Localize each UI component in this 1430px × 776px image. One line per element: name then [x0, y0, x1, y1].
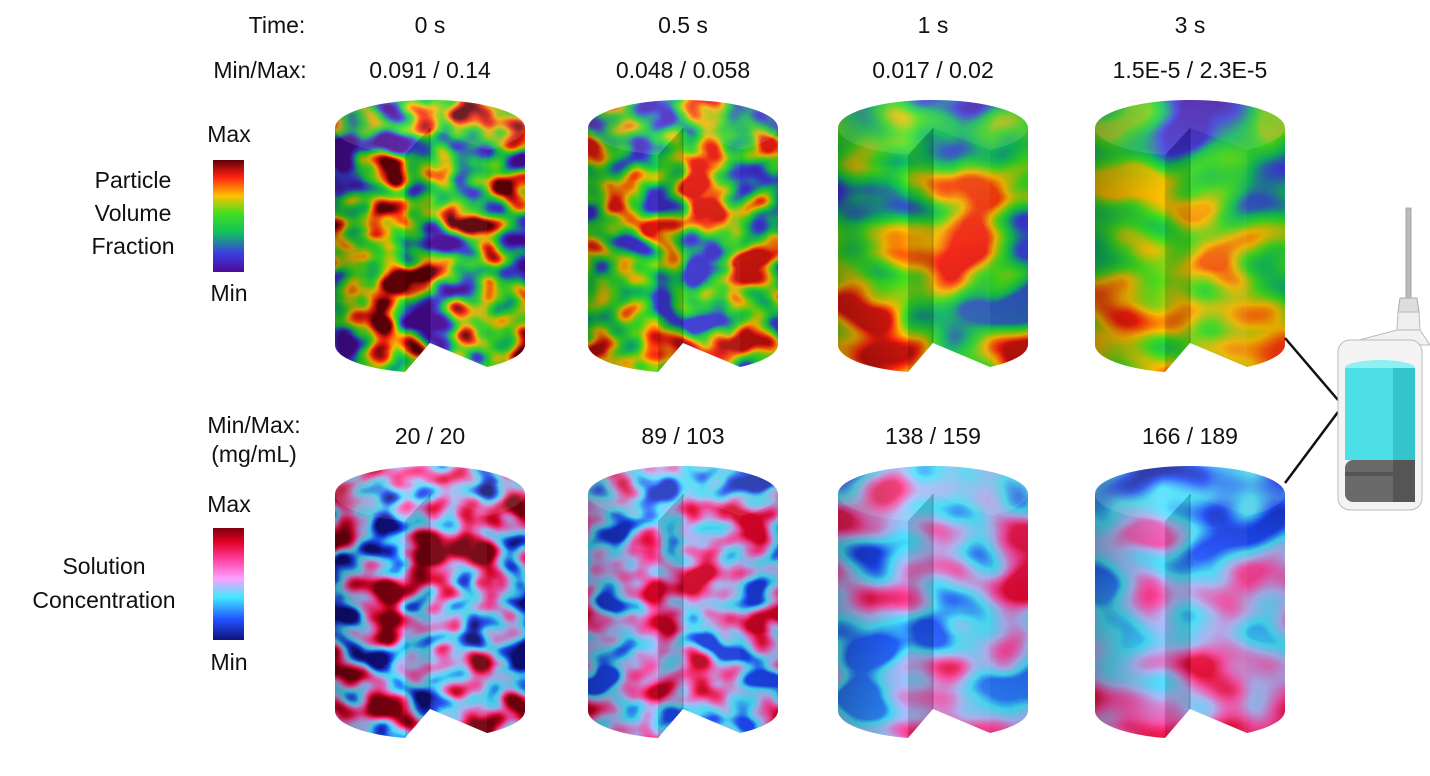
legend-max: Max: [207, 121, 251, 147]
legend-min: Min: [210, 280, 247, 306]
minmax-label: Min/Max:: [207, 412, 300, 438]
cylinder: [588, 100, 778, 372]
time-label: 0.5 s: [658, 12, 708, 38]
solution-minmax: 20 / 20: [395, 423, 465, 449]
minmax-label: Min/Max:: [213, 57, 306, 83]
legend-title: Fraction: [91, 233, 174, 259]
legend-title: Volume: [95, 200, 172, 226]
cylinder: [335, 100, 525, 372]
time-label: Time:: [249, 12, 306, 38]
minmax-unit: (mg/mL): [211, 441, 297, 467]
time-label: 1 s: [918, 12, 949, 38]
cylinder: [588, 466, 778, 738]
cylinder: [838, 466, 1028, 738]
vial-icon: [1283, 207, 1430, 511]
time-label: 0 s: [415, 12, 446, 38]
particle-minmax: 0.017 / 0.02: [872, 57, 994, 83]
legend-title: Particle: [95, 167, 172, 193]
time-label: 3 s: [1175, 12, 1206, 38]
cylinder: [1095, 100, 1285, 372]
legend-title: Solution: [62, 553, 145, 579]
legend-min: Min: [210, 649, 247, 675]
particle-minmax: 0.048 / 0.058: [616, 57, 750, 83]
colorbar: [213, 160, 244, 272]
solution-minmax: 89 / 103: [641, 423, 724, 449]
particle-minmax: 1.5E-5 / 2.3E-5: [1113, 57, 1268, 83]
cylinder: [838, 100, 1028, 372]
particle-minmax: 0.091 / 0.14: [369, 57, 491, 83]
colorbar: [213, 528, 244, 640]
cylinder: [1095, 466, 1285, 738]
legend-max: Max: [207, 491, 251, 517]
cylinder: [335, 466, 525, 738]
solution-minmax: 138 / 159: [885, 423, 981, 449]
solution-minmax: 166 / 189: [1142, 423, 1238, 449]
legend-title: Concentration: [32, 587, 175, 613]
